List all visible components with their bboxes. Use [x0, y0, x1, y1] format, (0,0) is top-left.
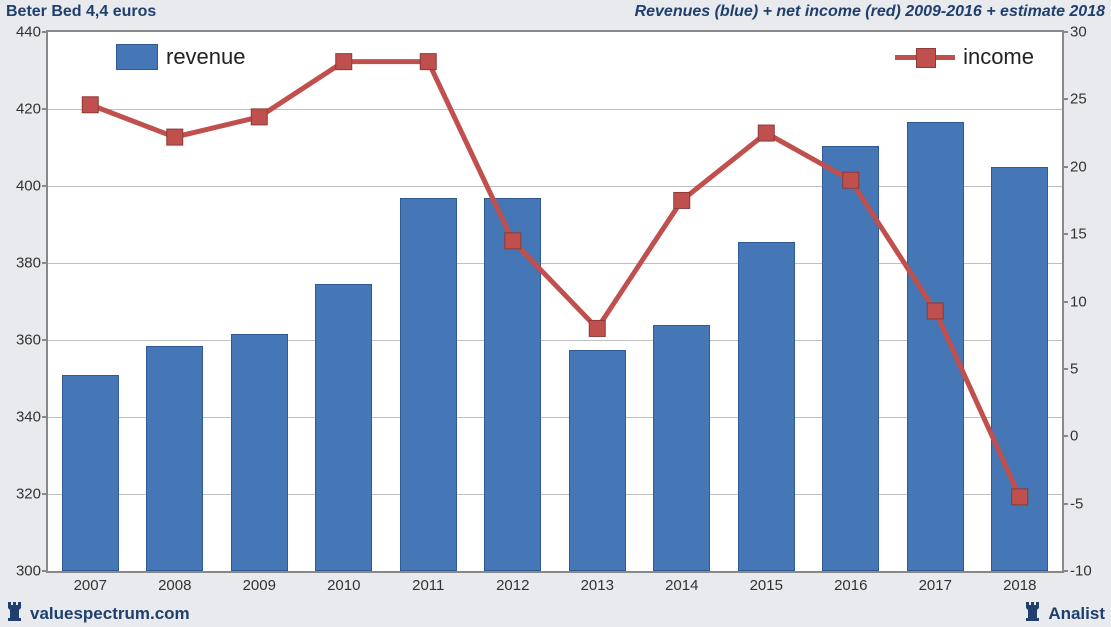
income-marker: [251, 109, 267, 125]
y-right-tick-label: -5: [1070, 495, 1110, 512]
footer-right-text: Analist: [1048, 604, 1105, 624]
title-bar: Beter Bed 4,4 euros Revenues (blue) + ne…: [6, 3, 1105, 25]
income-marker: [927, 303, 943, 319]
legend-income: income: [895, 44, 1034, 70]
y-right-tick-mark: [1064, 368, 1068, 370]
y-right-tick-label: 25: [1070, 91, 1110, 108]
rook-icon: [6, 602, 26, 624]
income-marker: [505, 233, 521, 249]
y-left-tick-label: 440: [1, 24, 41, 41]
y-right-tick-mark: [1064, 233, 1068, 235]
y-left-tick-label: 340: [1, 409, 41, 426]
title-left: Beter Bed 4,4 euros: [6, 3, 156, 21]
legend-revenue-swatch: [116, 44, 158, 70]
y-right-tick-label: 15: [1070, 226, 1110, 243]
x-tick-label: 2012: [473, 577, 553, 594]
income-marker: [674, 192, 690, 208]
y-right-tick-mark: [1064, 166, 1068, 168]
x-tick-label: 2007: [50, 577, 130, 594]
income-marker: [82, 97, 98, 113]
x-tick-label: 2013: [557, 577, 637, 594]
y-right-tick-label: 20: [1070, 158, 1110, 175]
x-tick-label: 2016: [811, 577, 891, 594]
y-left-tick-label: 300: [1, 563, 41, 580]
x-tick-label: 2010: [304, 577, 384, 594]
rook-icon: [1024, 602, 1044, 624]
legend-revenue: revenue: [116, 44, 246, 70]
legend-income-sample: [895, 45, 955, 69]
footer-right: Analist: [1024, 602, 1105, 624]
y-right-tick-mark: [1064, 98, 1068, 100]
y-right-tick-mark: [1064, 503, 1068, 505]
income-marker: [167, 129, 183, 145]
income-marker: [758, 125, 774, 141]
x-tick-label: 2011: [388, 577, 468, 594]
chart-container: Beter Bed 4,4 euros Revenues (blue) + ne…: [0, 0, 1111, 627]
income-line-layer: [48, 32, 1062, 571]
y-right-tick-label: 10: [1070, 293, 1110, 310]
y-right-tick-mark: [1064, 31, 1068, 33]
x-tick-label: 2018: [980, 577, 1060, 594]
y-left-tick-label: 360: [1, 332, 41, 349]
y-left-tick-label: 320: [1, 486, 41, 503]
y-right-tick-label: 30: [1070, 24, 1110, 41]
y-left-tick-label: 420: [1, 101, 41, 118]
y-right-tick-mark: [1064, 570, 1068, 572]
y-left-tick-label: 400: [1, 178, 41, 195]
footer-left: valuespectrum.com: [6, 602, 190, 624]
y-right-tick-mark: [1064, 435, 1068, 437]
plot-area: revenue income: [46, 30, 1064, 573]
income-marker: [843, 172, 859, 188]
income-marker: [1012, 489, 1028, 505]
footer-left-text: valuespectrum.com: [30, 604, 190, 624]
legend-income-label: income: [963, 44, 1034, 70]
footer-bar: valuespectrum.com Analist: [6, 600, 1105, 624]
income-marker: [589, 320, 605, 336]
title-right: Revenues (blue) + net income (red) 2009-…: [635, 3, 1105, 21]
x-tick-label: 2014: [642, 577, 722, 594]
legend-revenue-label: revenue: [166, 44, 246, 70]
income-marker: [336, 54, 352, 70]
y-right-tick-label: -10: [1070, 563, 1110, 580]
x-tick-label: 2008: [135, 577, 215, 594]
income-line: [90, 62, 1020, 497]
x-tick-label: 2017: [895, 577, 975, 594]
x-tick-label: 2009: [219, 577, 299, 594]
y-right-tick-mark: [1064, 301, 1068, 303]
y-right-tick-label: 5: [1070, 360, 1110, 377]
y-right-tick-label: 0: [1070, 428, 1110, 445]
y-left-tick-label: 380: [1, 255, 41, 272]
x-tick-label: 2015: [726, 577, 806, 594]
income-marker: [420, 54, 436, 70]
